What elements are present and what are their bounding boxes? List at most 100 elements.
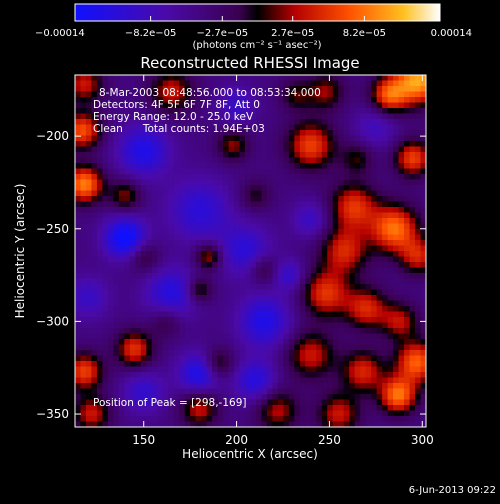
- heatmap-cell: [223, 218, 229, 224]
- heatmap-cell: [327, 262, 334, 268]
- heatmap-cell: [338, 366, 345, 373]
- heatmap-cell: [277, 289, 284, 296]
- heatmap-cell: [151, 86, 158, 92]
- heatmap-cell: [316, 399, 323, 406]
- heatmap-cell: [91, 339, 98, 345]
- heatmap-cell: [228, 383, 235, 389]
- heatmap-cell: [327, 102, 334, 109]
- heatmap-cell: [118, 405, 125, 411]
- heatmap-cell: [223, 102, 229, 109]
- heatmap-cell: [332, 234, 339, 241]
- heatmap-cell: [316, 273, 323, 279]
- heatmap-cell: [376, 152, 383, 158]
- heatmap-cell: [206, 405, 213, 411]
- heatmap-cell: [190, 289, 197, 296]
- heatmap-cell: [332, 399, 339, 406]
- heatmap-cell: [299, 201, 306, 208]
- heatmap-cell: [140, 251, 147, 257]
- heatmap-cell: [354, 179, 361, 186]
- heatmap-cell: [321, 234, 328, 241]
- heatmap-cell: [420, 388, 426, 395]
- heatmap-cell: [349, 410, 356, 417]
- heatmap-cell: [223, 124, 229, 131]
- heatmap-cell: [146, 168, 153, 175]
- heatmap-cell: [234, 344, 240, 351]
- heatmap-cell: [420, 124, 426, 131]
- heatmap-cell: [217, 256, 224, 263]
- heatmap-cell: [376, 91, 383, 98]
- heatmap-cell: [316, 300, 323, 307]
- heatmap-cell: [255, 372, 262, 378]
- heatmap-cell: [168, 328, 175, 334]
- heatmap-cell: [228, 339, 235, 345]
- heatmap-cell: [272, 196, 279, 202]
- heatmap-cell: [294, 245, 301, 252]
- heatmap-cell: [201, 80, 208, 87]
- heatmap-cell: [217, 339, 224, 345]
- heatmap-cell: [146, 388, 153, 395]
- heatmap-cell: [184, 399, 191, 406]
- heatmap-cell: [250, 372, 257, 378]
- heatmap-cell: [365, 245, 372, 252]
- heatmap-cell: [371, 394, 378, 400]
- heatmap-cell: [360, 289, 367, 296]
- heatmap-cell: [206, 229, 213, 235]
- heatmap-cell: [201, 361, 208, 367]
- heatmap-cell: [310, 273, 317, 279]
- heatmap-cell: [332, 163, 339, 169]
- heatmap-cell: [85, 339, 92, 345]
- heatmap-cell: [310, 262, 317, 268]
- heatmap-cell: [316, 108, 323, 114]
- heatmap-cell: [140, 289, 147, 296]
- heatmap-cell: [343, 410, 350, 417]
- heatmap-cell: [272, 251, 279, 257]
- heatmap-cell: [217, 146, 224, 153]
- heatmap-cell: [376, 416, 383, 422]
- heatmap-cell: [184, 102, 191, 109]
- heatmap-cell: [321, 278, 328, 285]
- heatmap-cell: [398, 174, 405, 180]
- heatmap-cell: [206, 119, 213, 125]
- heatmap-cell: [212, 130, 218, 136]
- heatmap-cell: [85, 102, 92, 109]
- heatmap-cell: [157, 196, 164, 202]
- heatmap-cell: [376, 256, 383, 263]
- heatmap-cell: [162, 361, 169, 367]
- heatmap-cell: [349, 251, 356, 257]
- heatmap-cell: [398, 355, 405, 362]
- heatmap-cell: [250, 328, 257, 334]
- heatmap-cell: [266, 223, 273, 230]
- heatmap-cell: [305, 399, 312, 406]
- heatmap-cell: [332, 267, 339, 274]
- heatmap-cell: [135, 113, 142, 120]
- heatmap-cell: [420, 350, 426, 356]
- heatmap-cell: [316, 157, 323, 164]
- heatmap-cell: [228, 350, 235, 356]
- heatmap-cell: [96, 405, 103, 411]
- heatmap-cell: [371, 383, 378, 389]
- heatmap-cell: [371, 190, 378, 197]
- heatmap-cell: [85, 399, 92, 406]
- heatmap-cell: [80, 295, 87, 301]
- heatmap-cell: [415, 190, 421, 197]
- heatmap-cell: [288, 130, 295, 136]
- heatmap-cell: [124, 262, 131, 268]
- heatmap-cell: [124, 273, 131, 279]
- heatmap-cell: [393, 245, 399, 252]
- heatmap-cell: [85, 416, 92, 422]
- heatmap-cell: [201, 179, 208, 186]
- heatmap-cell: [277, 146, 284, 153]
- heatmap-cell: [223, 311, 229, 318]
- heatmap-cell: [234, 306, 240, 312]
- heatmap-cell: [102, 245, 109, 252]
- heatmap-cell: [85, 86, 92, 92]
- heatmap-cell: [129, 108, 136, 114]
- heatmap-cell: [135, 328, 142, 334]
- heatmap-cell: [85, 135, 92, 142]
- heatmap-cell: [190, 240, 197, 246]
- heatmap-cell: [343, 339, 350, 345]
- heatmap-cell: [173, 157, 180, 164]
- heatmap-cell: [376, 86, 383, 92]
- heatmap-cell: [349, 278, 356, 285]
- heatmap-cell: [113, 399, 120, 406]
